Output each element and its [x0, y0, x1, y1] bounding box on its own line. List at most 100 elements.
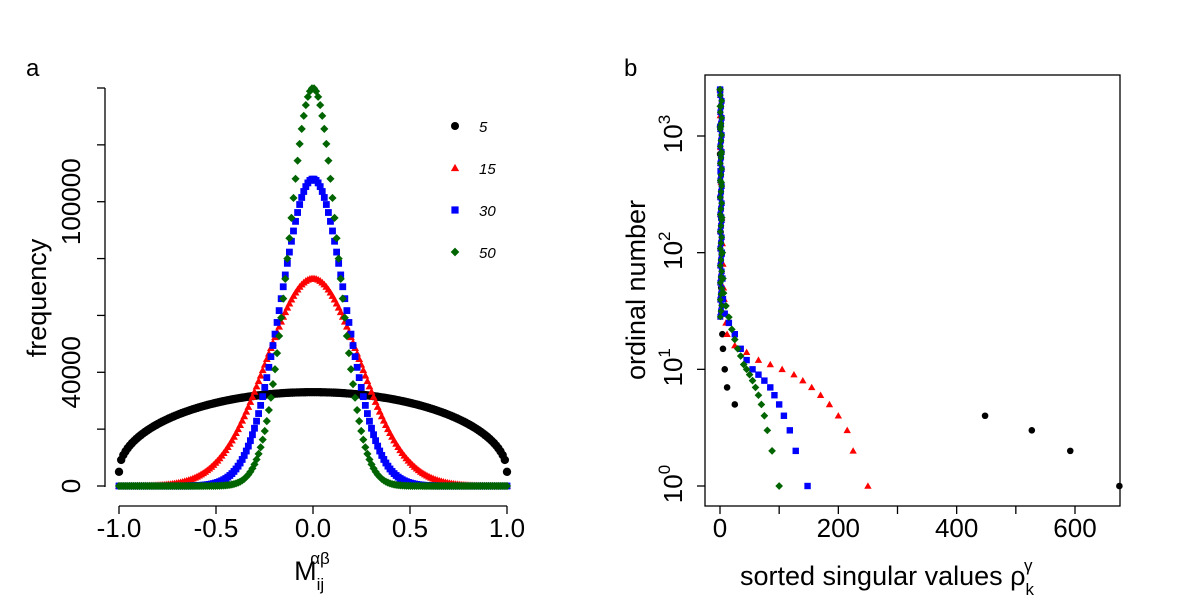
panel-a-legend-marker [450, 163, 460, 172]
panel-a-point [318, 111, 327, 120]
panel-b-y-tick-base: 10 [658, 358, 688, 387]
panel-b-point [723, 384, 731, 391]
panel-a-point [266, 393, 275, 402]
panel-a-legend-marker [450, 247, 460, 257]
panel-a-point [500, 455, 510, 465]
panel-a-point [355, 374, 363, 382]
panel-b-y-tick-exponent: 1 [655, 348, 674, 357]
panel-b-point [771, 392, 778, 399]
panel-a-point [250, 387, 259, 395]
panel-a-point [294, 209, 302, 216]
panel-a-point [238, 456, 246, 463]
panel-b-point [731, 401, 739, 408]
panel-a-point [334, 254, 343, 263]
panel-a-point [339, 283, 347, 291]
panel-a-point [262, 417, 271, 426]
panel-a-point [232, 429, 240, 437]
panel-b-point [1028, 427, 1036, 434]
panel-b-point [716, 159, 724, 167]
panel-b-point [716, 296, 724, 304]
panel-b-point [717, 137, 725, 145]
panel-b-point [716, 194, 724, 201]
panel-a-point [246, 398, 255, 405]
panel-a-point [258, 435, 267, 444]
panel-b-x-axis-label-text: sorted singular values ρ [740, 561, 1026, 591]
panel-b-y-tick-base: 10 [658, 241, 688, 270]
panel-a-point [236, 459, 244, 467]
panel-a-chart: a 0 40000 100000 -1.0 -0.5 0.0 0.5 1.0 frequen… [22, 55, 525, 594]
panel-a-point [264, 405, 273, 415]
panel-a-point [329, 227, 336, 235]
panel-b-plot-box [704, 74, 1121, 507]
panel-a-point [369, 393, 378, 400]
panel-a-series-15 [115, 274, 511, 489]
panel-b-point [792, 447, 799, 455]
panel-a-point [316, 183, 324, 191]
panel-b-point [717, 256, 725, 264]
panel-a-point [292, 217, 299, 225]
panel-a-point [327, 217, 334, 225]
panel-a-point [502, 481, 512, 491]
panel-a-point [230, 432, 238, 440]
panel-a-point [300, 188, 308, 195]
panel-b-y-tick-exponent: 2 [655, 231, 674, 240]
panel-a-x-tick-label: 0.0 [295, 513, 331, 543]
panel-b-point [767, 384, 774, 391]
panel-b-point [718, 97, 726, 105]
panel-a-x-axis-label-superscript: αβ [310, 549, 330, 568]
panel-b-point [775, 401, 783, 408]
panel-a-point [244, 442, 252, 450]
panel-b-point [718, 131, 726, 139]
panel-b-point [799, 376, 807, 384]
panel-a-point [330, 213, 339, 222]
panel-b-point [786, 427, 794, 434]
panel-a-x-axis-label-subscript: ij [317, 575, 325, 594]
panel-b-point [723, 330, 731, 337]
panel-a-point [340, 313, 349, 322]
panel-b-point [718, 165, 726, 173]
panel-a-point [302, 183, 310, 191]
panel-a-point [335, 259, 343, 267]
panel-b-point [733, 344, 742, 353]
panel-b-point [717, 307, 725, 315]
panel-a-legend-item: 15 [450, 161, 496, 178]
panel-a-point [291, 174, 300, 183]
panel-b-point [775, 482, 784, 490]
panel-b-point [716, 125, 724, 133]
panel-a-point [338, 294, 347, 303]
panel-a-point [365, 382, 374, 390]
panel-a-point [343, 307, 351, 315]
panel-a-y-tick-label: 0 [56, 479, 86, 493]
panel-a-x-tick-label: -0.5 [194, 513, 239, 543]
panel-a-point [240, 452, 248, 459]
panel-a-x-tick-label: 0.5 [392, 513, 428, 543]
panel-a-point [260, 426, 269, 436]
panel-b-point [808, 383, 816, 391]
panel-b-y-tick-label: 100 [655, 465, 688, 503]
panel-b-series-15 [716, 85, 872, 489]
panel-a-point [349, 342, 357, 349]
panel-b-point [721, 310, 728, 317]
panel-a-point [367, 387, 376, 395]
panel-a-point [272, 349, 282, 358]
panel-a-point [359, 435, 368, 444]
panel-a-point [355, 417, 364, 426]
panel-a-point [372, 437, 380, 445]
panel-b-point [745, 370, 754, 379]
panel-a-point [361, 401, 369, 409]
panel-a-x-axis-label-base: M [294, 556, 317, 586]
panel-a-point [228, 436, 236, 444]
panel-a-series-5 [114, 387, 512, 476]
panel-a-point [246, 437, 254, 445]
panel-b-y-axis-label: ordinal number [621, 200, 651, 380]
panel-b-point [834, 412, 843, 419]
panel-a-point [255, 410, 262, 417]
panel-b-point [763, 426, 772, 435]
panel-b-point [718, 250, 726, 258]
panel-a-x-axis-label: Mij αβ [294, 549, 330, 594]
panel-a-point [283, 303, 292, 311]
panel-b-point [717, 120, 725, 128]
panel-a-point [263, 374, 271, 382]
panel-b-point [717, 290, 725, 298]
